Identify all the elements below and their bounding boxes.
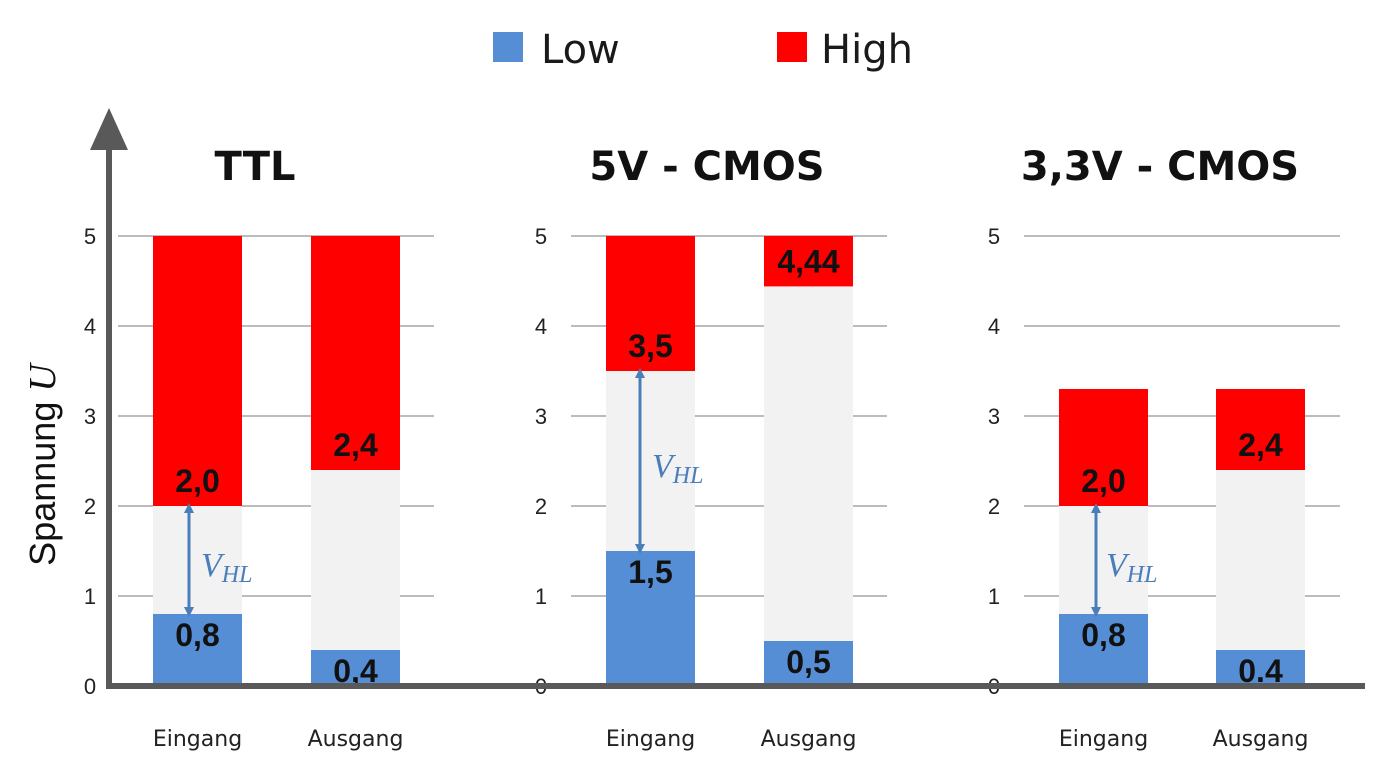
y-tick-label: 5	[535, 224, 547, 249]
y-axis-label: Spannung U	[22, 362, 64, 566]
data-label-high: 2,4	[333, 427, 378, 463]
data-label-high: 4,44	[777, 243, 839, 279]
x-category-label: Ausgang	[761, 727, 857, 752]
y-tick-label: 3	[535, 404, 547, 429]
bar-high-segment	[1216, 389, 1305, 470]
bar-low-segment	[153, 614, 242, 686]
data-label-high: 2,4	[1238, 427, 1283, 463]
x-category-label: Ausgang	[308, 727, 404, 752]
bar-low-segment	[764, 641, 853, 686]
y-tick-label: 3	[84, 404, 96, 429]
bar-low-segment	[311, 650, 400, 686]
vhl-annotation: VHL	[1106, 547, 1157, 588]
bar-undefined-zone	[1059, 506, 1148, 614]
bar-undefined-zone	[1216, 470, 1305, 650]
bar-high-segment	[153, 236, 242, 506]
data-label-high: 2,0	[175, 463, 219, 499]
bar-undefined-zone	[606, 371, 695, 551]
y-tick-label: 2	[988, 494, 1000, 519]
y-tick-label: 2	[535, 494, 547, 519]
bar-high-segment	[606, 236, 695, 371]
y-tick-label: 0	[84, 674, 96, 699]
vhl-annotation: VHL	[652, 448, 703, 489]
x-category-label: Eingang	[153, 727, 242, 752]
data-label-low: 0,8	[1081, 617, 1125, 653]
y-axis-label-text: Spannung	[22, 392, 63, 566]
legend-label-low: Low	[541, 27, 620, 73]
data-label-low: 1,5	[628, 554, 672, 590]
bar-undefined-zone	[311, 470, 400, 650]
x-category-label: Ausgang	[1213, 727, 1309, 752]
y-tick-label: 1	[988, 584, 1000, 609]
legend-label-high: High	[821, 27, 913, 73]
bar-high-segment	[1059, 389, 1148, 506]
data-label-low: 0,5	[786, 644, 830, 680]
y-axis-arrow-icon	[90, 108, 128, 150]
panel-title-ttl: TTL	[215, 144, 296, 190]
y-tick-label: 4	[535, 314, 547, 339]
chart-panels: 0123452,00,8Eingang2,40,4AusgangVHL01234…	[84, 224, 1340, 752]
y-tick-label: 1	[535, 584, 547, 609]
data-label-high: 3,5	[628, 328, 672, 364]
panel-title-33v-cmos: 3,3V - CMOS	[1021, 144, 1299, 190]
y-tick-label: 5	[988, 224, 1000, 249]
y-tick-label: 2	[84, 494, 96, 519]
bar-undefined-zone	[764, 286, 853, 641]
x-category-label: Eingang	[1059, 727, 1148, 752]
y-axis-label-symbol: U	[22, 362, 64, 392]
panel-title-5v-cmos: 5V - CMOS	[589, 144, 824, 190]
vhl-subscript: HL	[672, 463, 704, 489]
bar-high-segment	[311, 236, 400, 470]
y-tick-label: 4	[988, 314, 1000, 339]
data-label-low: 0,8	[175, 617, 219, 653]
y-tick-label: 3	[988, 404, 1000, 429]
legend: Low High	[493, 27, 913, 73]
y-tick-label: 5	[84, 224, 96, 249]
bar-high-segment	[764, 236, 853, 287]
legend-swatch-low	[493, 32, 523, 62]
vhl-subscript: HL	[221, 562, 253, 588]
y-tick-label: 1	[84, 584, 96, 609]
data-label-high: 2,0	[1081, 463, 1125, 499]
bar-low-segment	[606, 551, 695, 686]
bar-low-segment	[1059, 614, 1148, 686]
vhl-subscript: HL	[1126, 562, 1158, 588]
bar-low-segment	[1216, 650, 1305, 686]
y-tick-label: 4	[84, 314, 96, 339]
bar-undefined-zone	[153, 506, 242, 614]
x-category-label: Eingang	[606, 727, 695, 752]
legend-swatch-high	[777, 32, 807, 62]
